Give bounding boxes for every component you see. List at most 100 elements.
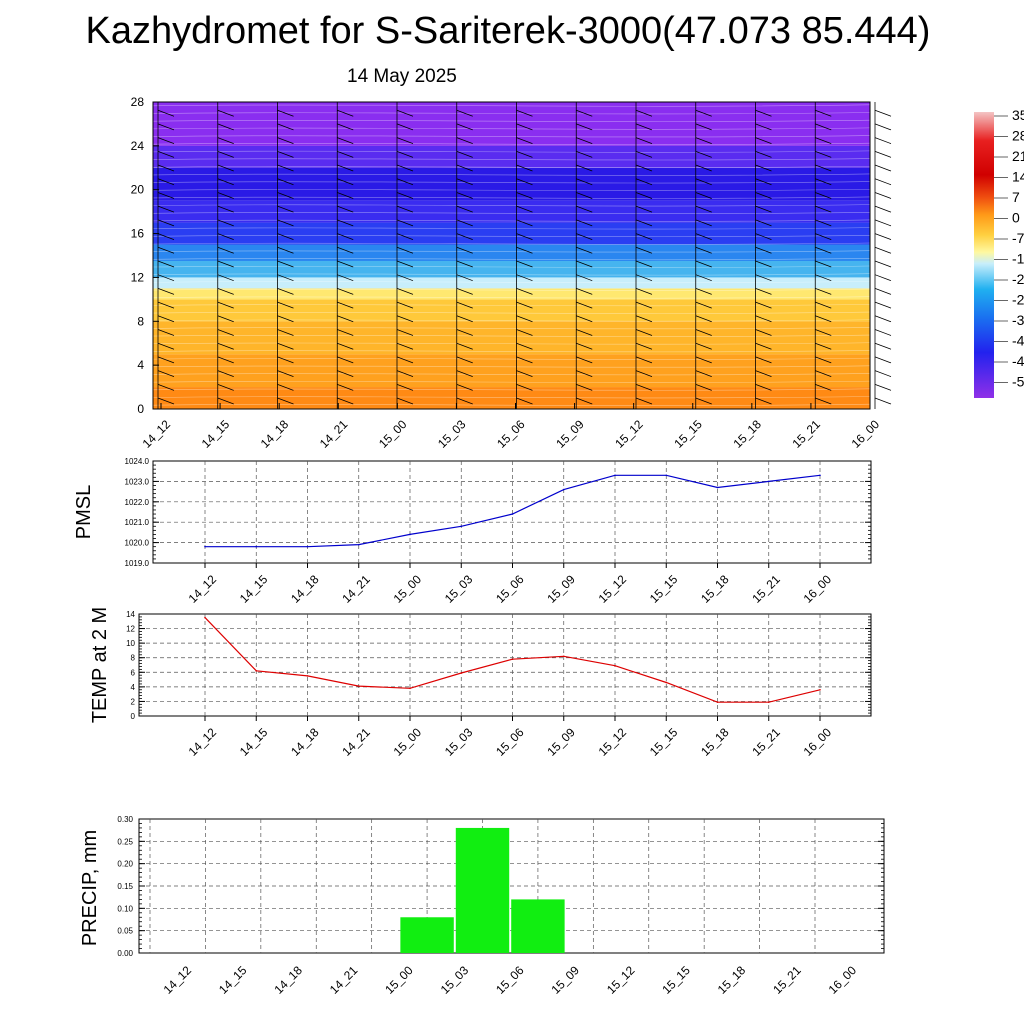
wind-barb-flag bbox=[635, 383, 653, 391]
isotherm-line bbox=[152, 311, 871, 314]
wind-barb-flag bbox=[874, 356, 892, 364]
wind-barb-flag bbox=[337, 356, 354, 364]
isotherm-line bbox=[152, 357, 871, 360]
wind-barb-flag bbox=[157, 150, 175, 158]
wind-barb-flag bbox=[277, 356, 294, 364]
wind-barb-flag bbox=[874, 383, 892, 391]
wind-barb-flag bbox=[157, 274, 175, 282]
colorbar-label: 21 bbox=[1012, 148, 1024, 164]
wind-barb-flag bbox=[217, 123, 234, 131]
wind-barb-flag bbox=[456, 164, 473, 172]
wind-barb-flag bbox=[874, 260, 892, 268]
wind-barb-flag bbox=[277, 274, 294, 282]
x-tick-label: 14_12 bbox=[140, 417, 174, 451]
wind-barb-flag bbox=[874, 246, 892, 254]
isotherm-line bbox=[152, 158, 871, 161]
wind-barb-flag bbox=[874, 342, 892, 350]
x-tick-label: 15_15 bbox=[671, 417, 705, 451]
wind-barb-flag bbox=[755, 164, 772, 172]
wind-barb-column bbox=[157, 102, 175, 409]
y-tick-label: 1019.0 bbox=[125, 559, 150, 568]
wind-barb-flag bbox=[576, 383, 593, 391]
wind-barb-flag bbox=[277, 329, 294, 336]
wind-barb-flag bbox=[755, 356, 772, 364]
x-tick-label: 14_12 bbox=[186, 572, 220, 606]
wind-barb-flag bbox=[815, 137, 832, 145]
wind-barb-flag bbox=[576, 109, 593, 117]
isotherm-line bbox=[152, 242, 871, 245]
wind-barb-flag bbox=[695, 397, 712, 405]
x-tick-label: 15_06 bbox=[493, 725, 527, 759]
wind-barb-flag bbox=[576, 397, 593, 405]
wind-barb-flag bbox=[277, 260, 294, 268]
y-tick-label: 20 bbox=[131, 183, 145, 197]
wind-barb-flag bbox=[157, 164, 175, 172]
wind-barb-flag bbox=[516, 150, 533, 158]
isotherm-line bbox=[152, 288, 871, 291]
y-tick-label: 0 bbox=[131, 712, 136, 721]
wind-barb-flag bbox=[157, 205, 175, 213]
wind-barb-flag bbox=[456, 260, 473, 268]
wind-barb-flag bbox=[695, 356, 712, 364]
plot-frame bbox=[138, 613, 872, 717]
isotherm-line bbox=[152, 112, 871, 115]
y-tick-label: 1021.0 bbox=[125, 518, 150, 527]
wind-barb-flag bbox=[157, 315, 175, 323]
wind-barb-flag bbox=[337, 383, 354, 391]
wind-barb-flag bbox=[217, 397, 234, 405]
wind-barb-flag bbox=[516, 260, 533, 268]
wind-barb-column bbox=[575, 102, 593, 409]
wind-barb-flag bbox=[695, 315, 712, 323]
x-tick-label: 15_15 bbox=[659, 963, 693, 997]
pmsl-chart: 1019.0 1020.0 1021.0 1022.0 1023.0 1024.0 14_1… bbox=[73, 457, 872, 606]
data-point bbox=[665, 681, 668, 684]
data-point bbox=[460, 525, 463, 528]
x-tick-label: 16_00 bbox=[849, 417, 883, 451]
y-tick-label: 10 bbox=[126, 639, 135, 648]
wind-barb-flag bbox=[157, 233, 175, 240]
wind-barb-flag bbox=[217, 164, 234, 172]
y-tick-label: 1024.0 bbox=[125, 457, 150, 466]
wind-barb-flag bbox=[277, 205, 294, 213]
wind-barb-flag bbox=[815, 301, 832, 309]
wind-barb-flag bbox=[874, 123, 892, 131]
wind-barb-flag bbox=[755, 274, 772, 282]
wind-barb-flag bbox=[635, 164, 653, 172]
x-tick-label: 15_00 bbox=[391, 572, 425, 606]
x-tick-label: 15_03 bbox=[438, 963, 472, 997]
plot-frame bbox=[152, 460, 872, 564]
wind-barb-flag bbox=[516, 178, 533, 186]
wind-barb-flag bbox=[337, 397, 354, 405]
wind-barb-flag bbox=[815, 219, 832, 227]
wind-barb-flag bbox=[456, 233, 473, 240]
wind-barb-flag bbox=[157, 288, 175, 295]
wind-barb-flag bbox=[217, 274, 234, 282]
colorbar-label: -4 bbox=[1012, 353, 1024, 369]
wind-barb-flag bbox=[874, 150, 892, 158]
colorbar-label: 28 bbox=[1012, 128, 1024, 144]
isotherm-line bbox=[152, 165, 871, 168]
data-point bbox=[716, 486, 719, 489]
wind-barb-flag bbox=[456, 205, 473, 213]
y-tick-label: 0.05 bbox=[117, 927, 133, 936]
y-axis-label: TEMP at 2 M bbox=[89, 607, 111, 723]
wind-barb-flag bbox=[157, 301, 175, 309]
wind-barb-flag bbox=[815, 205, 832, 213]
wind-barb-flag bbox=[815, 246, 832, 254]
wind-barb-flag bbox=[396, 150, 414, 158]
wind-barb-flag bbox=[695, 123, 712, 131]
isotherm-line bbox=[152, 173, 871, 176]
data-point bbox=[511, 658, 514, 660]
wind-barb-flag bbox=[337, 246, 354, 254]
isotherm-line bbox=[152, 304, 871, 307]
colorbar-label: -1 bbox=[1012, 251, 1024, 267]
wind-barb-flag bbox=[516, 397, 533, 405]
wind-barb-flag bbox=[635, 288, 653, 295]
wind-barb-flag bbox=[755, 150, 772, 158]
isotherm-line bbox=[152, 219, 871, 222]
wind-barb-flag bbox=[157, 192, 175, 199]
colorbar-label: 14 bbox=[1012, 169, 1024, 185]
x-tick-label: 14_21 bbox=[339, 572, 373, 606]
colorbar-label: -7 bbox=[1012, 230, 1024, 246]
